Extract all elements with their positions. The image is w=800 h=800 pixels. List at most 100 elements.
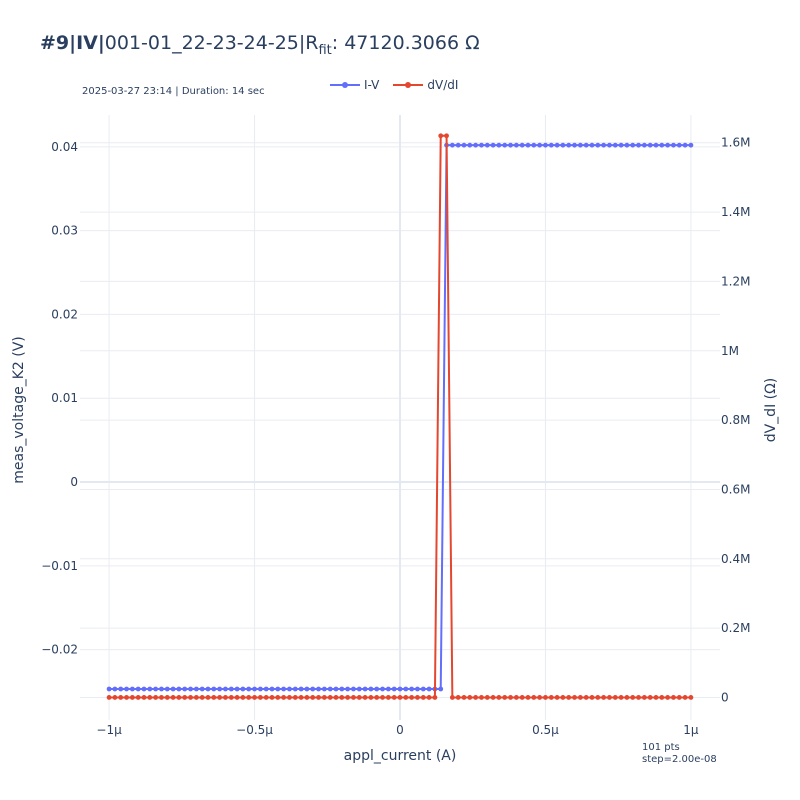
dvdi-series-point <box>548 695 554 700</box>
dvdi-series-point <box>577 695 583 700</box>
dvdi-series-point <box>205 695 211 700</box>
dvdi-series-point <box>426 695 432 700</box>
y2-tick-label: 1.2M <box>721 274 750 288</box>
y-tick-label: −0.01 <box>41 559 78 573</box>
dvdi-series-point <box>368 695 374 700</box>
iv-series-point <box>461 142 467 148</box>
legend-item-dvdi[interactable]: dV/dI <box>393 78 458 92</box>
dvdi-series-point <box>310 695 316 700</box>
iv-series-point <box>479 142 484 148</box>
title-device: 001-01_22-23-24-25|R <box>104 32 319 54</box>
dvdi-series-point <box>496 695 502 700</box>
dvdi-series-point <box>234 695 240 700</box>
iv-series-point <box>577 142 583 148</box>
iv-series-point <box>513 142 519 148</box>
dvdi-series-point <box>653 695 659 700</box>
iv-series-point <box>682 142 688 148</box>
iv-series-point <box>391 686 397 692</box>
dvdi-series-point <box>473 695 479 700</box>
dvdi-series-point <box>444 133 449 139</box>
iv-series-point <box>112 686 118 692</box>
dvdi-series-point <box>217 695 223 700</box>
iv-series-point <box>409 686 415 692</box>
iv-series-point <box>537 142 543 148</box>
iv-series-point <box>496 142 502 148</box>
iv-series-point <box>257 686 263 692</box>
dvdi-series-point <box>612 695 618 700</box>
dvdi-series-point <box>519 695 525 700</box>
dvdi-series-point <box>641 695 647 700</box>
title-prefix: #9|IV| <box>40 32 105 54</box>
dvdi-series-point <box>624 695 630 700</box>
iv-series-point <box>275 686 281 692</box>
iv-series-point <box>141 686 147 692</box>
iv-series-point <box>525 142 531 148</box>
dvdi-series-point <box>484 695 490 700</box>
dvdi-series-point <box>275 695 281 700</box>
dvdi-series-point <box>176 695 182 700</box>
dvdi-series-point <box>281 695 287 700</box>
dvdi-series-point <box>420 695 426 700</box>
dvdi-series-point <box>211 695 217 700</box>
dvdi-series-point <box>333 695 339 700</box>
dvdi-series-point <box>688 695 694 700</box>
dvdi-series-point <box>647 695 653 700</box>
iv-series-point <box>374 686 380 692</box>
iv-series-point <box>630 142 636 148</box>
y-tick-label: 0.03 <box>51 224 78 238</box>
iv-series-point <box>269 686 275 692</box>
iv-series-point <box>502 142 508 148</box>
dvdi-series-point <box>636 695 641 700</box>
iv-series-point <box>327 686 333 692</box>
legend-item-iv[interactable]: I-V <box>330 78 379 92</box>
iv-series-point <box>641 142 647 148</box>
dvdi-series-point <box>438 133 444 139</box>
iv-series-point <box>531 142 537 148</box>
dvdi-series-point <box>327 695 333 700</box>
iv-series-point <box>281 686 287 692</box>
y2-tick-label: 0.2M <box>721 621 750 635</box>
dvdi-series-point <box>147 695 153 700</box>
iv-series-point <box>607 142 612 148</box>
dvdi-series-point <box>170 695 176 700</box>
dvdi-series-point <box>240 695 246 700</box>
iv-series-point <box>647 142 653 148</box>
iv-series-point <box>624 142 630 148</box>
dvdi-series-point <box>537 695 543 700</box>
dvdi-series-point <box>618 695 624 700</box>
iv-series-point <box>473 142 479 148</box>
y2-tick-label: 0.6M <box>721 482 750 496</box>
iv-series-point <box>164 686 170 692</box>
y2-tick-label: 0.8M <box>721 413 750 427</box>
footnote: 101 pts step=2.00e-08 <box>642 742 717 766</box>
iv-series-point <box>246 686 252 692</box>
iv-series-point <box>589 142 595 148</box>
iv-series-point <box>199 686 205 692</box>
iv-series-point <box>292 686 298 692</box>
dvdi-series-point <box>106 695 112 700</box>
iv-series-point <box>240 686 246 692</box>
iv-series-point <box>211 686 217 692</box>
y-tick-label: −0.02 <box>41 643 78 657</box>
iv-series-point <box>420 686 426 692</box>
iv-series-point <box>217 686 223 692</box>
dvdi-series-point <box>112 695 118 700</box>
dvdi-series-point <box>321 695 327 700</box>
dvdi-series-point <box>607 695 612 700</box>
y2-axis-label: dV_dI (Ω) <box>763 378 779 443</box>
dvdi-series-point <box>124 695 129 700</box>
iv-series-point <box>671 142 676 148</box>
legend-swatch-iv <box>330 82 360 88</box>
dvdi-series-point <box>682 695 688 700</box>
iv-series-point <box>263 686 269 692</box>
iv-series-point <box>182 686 188 692</box>
dvdi-series-point <box>449 695 455 700</box>
iv-series-point <box>548 142 554 148</box>
y-axis-label: meas_voltage_K2 (V) <box>11 336 27 483</box>
dvdi-series-point <box>129 695 135 700</box>
x-tick-label: 0.5μ <box>532 723 559 737</box>
iv-series-point <box>316 686 321 692</box>
y2-tick-label: 1.4M <box>721 205 750 219</box>
dvdi-series-point <box>298 695 304 700</box>
dvdi-series-point <box>159 695 164 700</box>
